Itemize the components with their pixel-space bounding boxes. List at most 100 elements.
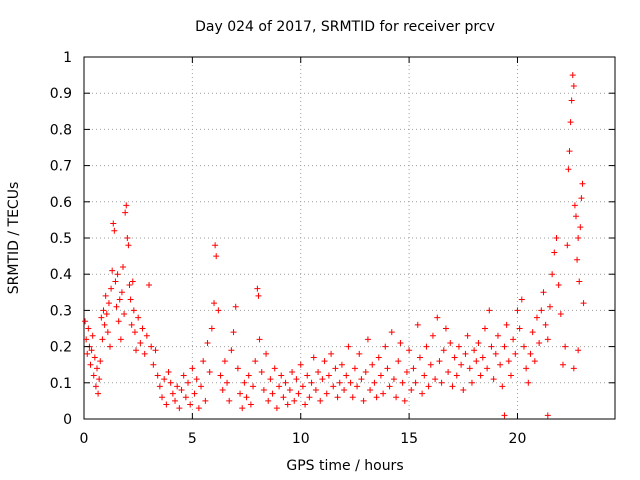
data-point: [577, 224, 584, 231]
y-tick-label: 0.1: [50, 376, 72, 392]
data-point: [293, 376, 300, 383]
data-point: [133, 347, 140, 354]
data-point: [416, 354, 423, 361]
data-point: [243, 394, 250, 401]
data-point: [116, 296, 123, 303]
data-point: [578, 195, 585, 202]
data-point: [245, 372, 252, 379]
data-point: [101, 321, 108, 328]
data-point: [559, 361, 566, 368]
data-point: [375, 354, 382, 361]
data-point: [484, 365, 491, 372]
data-point: [533, 314, 540, 321]
data-point: [217, 372, 224, 379]
data-point: [492, 350, 499, 357]
data-point: [503, 321, 510, 328]
data-point: [137, 339, 144, 346]
data-point: [113, 303, 120, 310]
data-point: [187, 401, 194, 408]
data-point: [96, 376, 103, 383]
data-point: [104, 329, 111, 336]
data-point: [310, 354, 317, 361]
data-point: [494, 332, 501, 339]
data-point: [208, 325, 215, 332]
y-tick-label: 1: [63, 50, 72, 66]
x-tick-label: 15: [400, 431, 418, 447]
data-point: [110, 220, 117, 227]
data-point: [334, 394, 341, 401]
data-point: [460, 387, 467, 394]
data-point: [226, 397, 233, 404]
data-point: [343, 372, 350, 379]
data-point: [347, 379, 354, 386]
data-point: [520, 343, 527, 350]
y-tick-label: 0.5: [50, 231, 72, 247]
data-point: [565, 166, 572, 173]
data-point: [481, 325, 488, 332]
y-tick-label: 0: [63, 412, 72, 428]
chart-title: Day 024 of 2017, SRMTID for receiver prc…: [195, 19, 495, 35]
data-point: [393, 394, 400, 401]
data-point: [273, 405, 280, 412]
data-point: [165, 368, 172, 375]
data-point: [464, 332, 471, 339]
data-point: [531, 358, 538, 365]
data-point: [567, 119, 574, 126]
data-point: [91, 354, 98, 361]
data-point: [403, 368, 410, 375]
data-point: [371, 379, 378, 386]
y-tick-label: 0.4: [50, 267, 72, 283]
x-tick-label: 20: [509, 431, 527, 447]
data-point: [427, 361, 434, 368]
data-point: [434, 314, 441, 321]
data-point: [211, 300, 218, 307]
data-point: [325, 372, 332, 379]
data-point: [382, 343, 389, 350]
data-point: [88, 347, 95, 354]
data-point: [351, 365, 358, 372]
data-point: [219, 387, 226, 394]
data-point: [221, 358, 228, 365]
data-point: [232, 303, 239, 310]
data-point: [118, 289, 125, 296]
data-point: [462, 350, 469, 357]
data-point: [321, 358, 328, 365]
y-tick-label: 0.2: [50, 340, 72, 356]
data-point: [202, 397, 209, 404]
data-point: [247, 401, 254, 408]
data-point: [280, 394, 287, 401]
data-point: [122, 209, 129, 216]
data-point: [109, 267, 116, 274]
data-point: [189, 365, 196, 372]
data-point: [95, 390, 102, 397]
data-point: [299, 383, 306, 390]
data-point: [540, 289, 547, 296]
data-point: [124, 235, 131, 241]
data-point: [129, 278, 136, 285]
data-point: [282, 379, 289, 386]
data-point: [499, 383, 506, 390]
data-point: [440, 347, 447, 354]
data-point: [85, 325, 92, 332]
data-point: [117, 336, 124, 343]
data-point: [92, 383, 99, 390]
plot-frame: [83, 56, 616, 420]
data-point: [544, 336, 551, 343]
data-point: [568, 97, 575, 104]
data-point: [445, 368, 452, 375]
y-tick-label: 0.8: [50, 122, 72, 138]
data-point: [466, 365, 473, 372]
data-point: [332, 365, 339, 372]
data-point: [551, 249, 558, 256]
data-point: [384, 365, 391, 372]
data-point: [449, 383, 456, 390]
data-point: [429, 332, 436, 339]
data-point: [579, 180, 586, 187]
data-point: [135, 314, 142, 321]
data-point: [239, 405, 246, 412]
data-point: [185, 379, 192, 386]
data-point: [408, 387, 415, 394]
data-point: [451, 354, 458, 361]
data-point: [546, 303, 553, 310]
data-point: [304, 372, 311, 379]
